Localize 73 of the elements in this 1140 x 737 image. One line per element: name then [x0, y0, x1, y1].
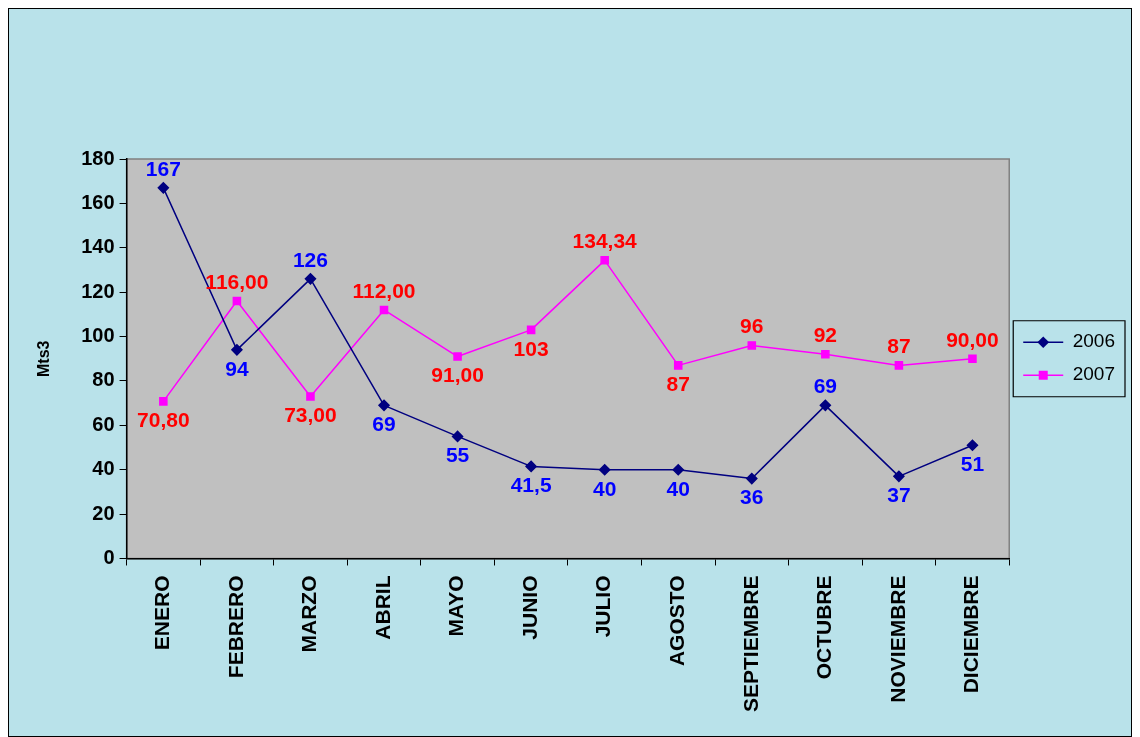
y-tick-label: 60: [92, 412, 115, 435]
y-axis-title: Mts3: [35, 340, 53, 377]
y-tick-label: 40: [92, 457, 115, 480]
point: [894, 361, 904, 370]
point: [526, 325, 536, 335]
point: [525, 460, 537, 473]
x-tick-label: JUNIO: [517, 575, 541, 640]
y-tick-label: 120: [81, 279, 115, 302]
data-label: 55: [445, 443, 470, 467]
point: [893, 470, 905, 483]
data-label: 87: [666, 372, 690, 396]
data-label: 103: [513, 336, 549, 360]
x-tick-label: MAYO: [444, 575, 468, 637]
data-label: 94: [225, 356, 249, 380]
point: [968, 354, 977, 364]
point: [306, 392, 315, 401]
point: [673, 361, 683, 370]
point: [821, 350, 830, 359]
data-label: 41,5: [510, 473, 552, 497]
x-tick-label: JULIO: [591, 575, 615, 638]
y-tick-label: 140: [81, 235, 115, 258]
point: [231, 344, 243, 356]
data-label: 36: [740, 485, 764, 509]
data-label: 40: [593, 476, 617, 500]
data-label: 69: [372, 412, 396, 436]
x-tick-label: FEBRERO: [223, 575, 247, 679]
legend-label: 2006: [1072, 330, 1116, 352]
point: [672, 463, 684, 476]
data-label: 91,00: [431, 363, 484, 387]
x-tick-label: OCTUBRE: [812, 575, 836, 680]
data-label: 126: [292, 247, 328, 271]
y-tick-label: 0: [103, 546, 115, 568]
y-tick-label: 160: [81, 190, 115, 213]
point: [966, 439, 979, 452]
point: [600, 256, 609, 265]
x-tick-label: MARZO: [297, 575, 321, 653]
data-label: 37: [887, 483, 911, 507]
data-label: 112,00: [352, 278, 416, 302]
point: [747, 341, 757, 350]
legend-label: 2007: [1072, 363, 1116, 385]
data-label: 51: [960, 452, 985, 476]
point: [232, 296, 242, 306]
y-tick-label: 20: [92, 501, 115, 524]
point: [453, 352, 462, 361]
y-tick-label: 180: [81, 146, 115, 169]
y-tick-label: 100: [81, 324, 115, 347]
point: [157, 182, 170, 194]
x-tick-label: ENERO: [150, 575, 174, 651]
x-tick-label: NOVIEMBRE: [885, 575, 909, 703]
x-tick-label: DICIEMBRE: [959, 575, 983, 694]
point: [304, 273, 317, 285]
x-tick-label: SEPTIEMBRE: [738, 575, 762, 713]
data-label: 96: [740, 314, 764, 338]
point: [746, 472, 758, 485]
point: [598, 463, 611, 476]
data-label: 69: [813, 374, 838, 398]
x-tick-label: AGOSTO: [665, 575, 689, 667]
point: [451, 430, 464, 443]
data-label: 70,80: [137, 408, 190, 432]
data-label: 87: [887, 334, 911, 358]
data-label: 116,00: [205, 269, 269, 293]
data-label: 90,00: [946, 327, 999, 351]
y-tick-label: 80: [92, 368, 115, 391]
data-label: 134,34: [572, 229, 638, 253]
point: [159, 397, 168, 406]
x-tick-label: ABRIL: [370, 575, 394, 640]
data-label: 92: [813, 323, 838, 347]
point: [819, 399, 832, 412]
data-label: 167: [145, 156, 181, 180]
point: [379, 305, 389, 315]
point: [378, 399, 390, 412]
data-label: 40: [666, 476, 690, 500]
data-label: 73,00: [284, 403, 337, 427]
